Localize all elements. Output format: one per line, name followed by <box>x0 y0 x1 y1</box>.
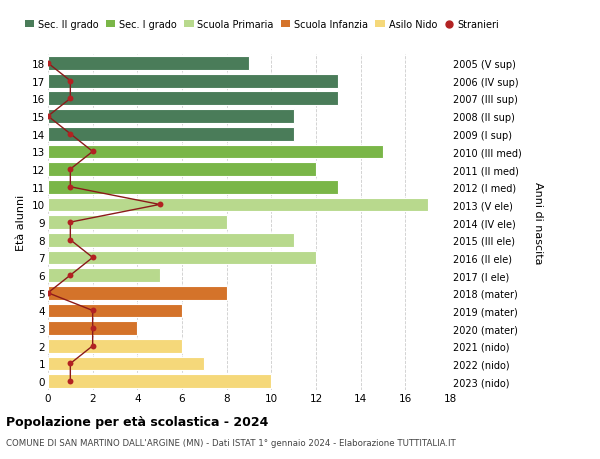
Bar <box>48 233 293 247</box>
Bar <box>48 180 338 194</box>
Y-axis label: Anni di nascita: Anni di nascita <box>533 181 542 264</box>
Point <box>43 60 53 67</box>
Bar <box>48 75 338 89</box>
Bar <box>48 57 249 71</box>
Point <box>65 78 75 85</box>
Bar <box>48 110 293 123</box>
Bar <box>48 145 383 159</box>
Point <box>65 236 75 244</box>
Point <box>65 219 75 226</box>
Y-axis label: Età alunni: Età alunni <box>16 195 26 251</box>
Bar <box>48 163 316 177</box>
Point <box>65 378 75 385</box>
Point <box>88 148 97 156</box>
Point <box>65 184 75 191</box>
Bar <box>48 339 182 353</box>
Point <box>65 166 75 174</box>
Bar <box>48 269 160 282</box>
Point <box>43 113 53 120</box>
Bar <box>48 375 271 388</box>
Point <box>65 360 75 367</box>
Bar <box>48 128 293 141</box>
Text: COMUNE DI SAN MARTINO DALL'ARGINE (MN) - Dati ISTAT 1° gennaio 2024 - Elaborazio: COMUNE DI SAN MARTINO DALL'ARGINE (MN) -… <box>6 438 456 448</box>
Legend: Sec. II grado, Sec. I grado, Scuola Primaria, Scuola Infanzia, Asilo Nido, Stran: Sec. II grado, Sec. I grado, Scuola Prim… <box>21 17 503 34</box>
Bar <box>48 92 338 106</box>
Point <box>88 325 97 332</box>
Point <box>88 254 97 262</box>
Bar <box>48 286 227 300</box>
Point <box>65 95 75 103</box>
Bar <box>48 216 227 230</box>
Point <box>43 290 53 297</box>
Point <box>65 272 75 279</box>
Point <box>155 202 164 209</box>
Bar <box>48 357 205 370</box>
Bar <box>48 198 428 212</box>
Point <box>88 307 97 314</box>
Bar <box>48 251 316 265</box>
Point <box>65 131 75 138</box>
Bar <box>48 304 182 318</box>
Bar <box>48 322 137 336</box>
Text: Popolazione per età scolastica - 2024: Popolazione per età scolastica - 2024 <box>6 415 268 428</box>
Point <box>88 342 97 350</box>
